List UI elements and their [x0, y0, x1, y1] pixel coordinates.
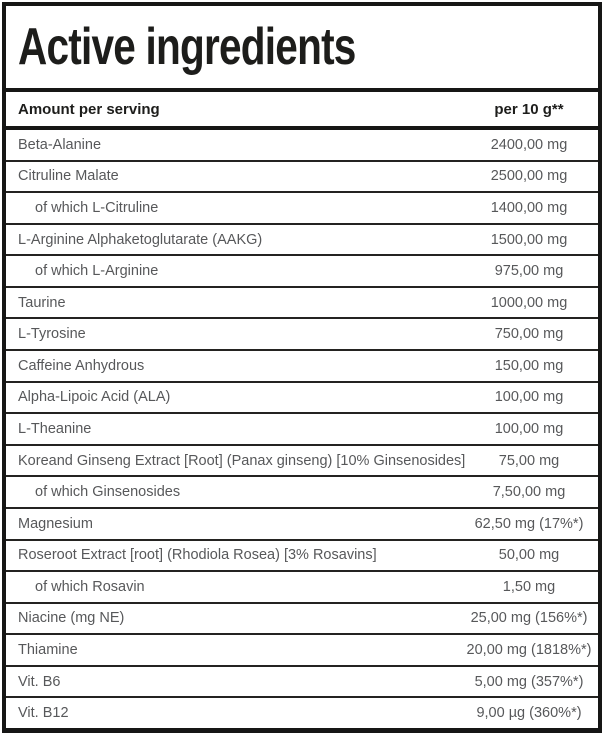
- page-title: Active ingredients: [18, 18, 356, 76]
- ingredient-amount: 1,50 mg: [502, 578, 556, 595]
- ingredient-name: Vit. B12: [18, 705, 69, 722]
- ingredient-name: L-Tyrosine: [18, 326, 86, 343]
- ingredient-name: Caffeine Anhydrous: [18, 357, 145, 374]
- ingredient-amount: 2400,00 mg: [490, 136, 568, 153]
- table-row: Caffeine Anhydrous 150,00 mg: [6, 351, 598, 383]
- ingredient-name: of which L-Arginine: [35, 263, 159, 280]
- ingredient-amount: 1500,00 mg: [490, 231, 568, 248]
- column-header-per-10g: per 10 g**: [494, 100, 564, 118]
- table-column-header-row: Amount per serving per 10 g**: [6, 92, 598, 130]
- ingredient-amount: 25,00 mg (156%*): [470, 610, 588, 627]
- ingredient-name: Thiamine: [18, 642, 78, 659]
- table-row: of which Ginsenosides 7,50,00 mg: [6, 477, 598, 509]
- ingredient-amount: 2500,00 mg: [490, 168, 568, 185]
- table-row: of which L-Citruline 1400,00 mg: [6, 193, 598, 225]
- table-row: Taurine 1000,00 mg: [6, 287, 598, 320]
- table-row: of which Rosavin 1,50 mg: [6, 572, 598, 604]
- ingredient-name: Alpha-Lipoic Acid (ALA): [18, 389, 171, 406]
- panel-header: Active ingredients: [6, 6, 598, 92]
- table-row: L-Tyrosine 750,00 mg: [6, 319, 598, 352]
- table-row: Citruline Malate 2500,00 mg: [6, 161, 598, 194]
- ingredient-name: of which Rosavin: [35, 578, 145, 595]
- column-header-amount-per-serving: Amount per serving: [18, 100, 160, 118]
- table-row: L-Arginine Alphaketoglutarate (AAKG) 150…: [6, 224, 598, 257]
- table-row: Vit. B6 5,00 mg (357%*): [6, 666, 598, 699]
- ingredient-name: L-Theanine: [18, 420, 92, 437]
- ingredient-name: Citruline Malate: [18, 168, 119, 185]
- table-row: Beta-Alanine 2400,00 mg: [6, 130, 598, 162]
- ingredient-amount: 1000,00 mg: [490, 294, 568, 311]
- ingredient-amount: 100,00 mg: [494, 389, 564, 406]
- ingredient-name: Koreand Ginseng Extract [Root] (Panax gi…: [18, 452, 466, 469]
- table-row: Niacine (mg NE) 25,00 mg (156%*): [6, 603, 598, 636]
- table-row: Roseroot Extract [root] (Rhodiola Rosea)…: [6, 540, 598, 573]
- ingredient-name: of which Ginsenosides: [35, 484, 181, 501]
- ingredient-name: Vit. B6: [18, 673, 61, 690]
- table-row: of which L-Arginine 975,00 mg: [6, 256, 598, 288]
- table-row: Koreand Ginseng Extract [Root] (Panax gi…: [6, 445, 598, 478]
- ingredient-name: of which L-Citruline: [35, 199, 159, 216]
- ingredients-table-body: Beta-Alanine 2400,00 mg Citruline Malate…: [6, 130, 598, 728]
- ingredient-amount: 975,00 mg: [494, 263, 564, 280]
- ingredient-name: Niacine (mg NE): [18, 610, 125, 627]
- ingredient-name: Magnesium: [18, 515, 93, 532]
- ingredient-amount: 75,00 mg: [498, 452, 560, 469]
- ingredient-amount: 50,00 mg: [498, 547, 560, 564]
- ingredient-name: Beta-Alanine: [18, 136, 102, 153]
- ingredient-amount: 100,00 mg: [494, 420, 564, 437]
- ingredient-amount: 9,00 µg (360%*): [476, 705, 582, 722]
- table-row: Thiamine 20,00 mg (1818%*): [6, 635, 598, 667]
- ingredient-amount: 750,00 mg: [494, 326, 564, 343]
- ingredient-amount: 7,50,00 mg: [492, 484, 566, 501]
- ingredient-amount: 150,00 mg: [494, 357, 564, 374]
- ingredient-amount: 1400,00 mg: [490, 199, 568, 216]
- ingredient-name: Taurine: [18, 294, 66, 311]
- ingredient-amount: 62,50 mg (17%*): [474, 515, 584, 532]
- table-row: L-Theanine 100,00 mg: [6, 414, 598, 446]
- ingredient-name: Roseroot Extract [root] (Rhodiola Rosea)…: [18, 547, 377, 564]
- ingredient-name: L-Arginine Alphaketoglutarate (AAKG): [18, 231, 263, 248]
- ingredient-amount: 20,00 mg (1818%*): [466, 642, 592, 659]
- ingredient-amount: 5,00 mg (357%*): [474, 673, 584, 690]
- table-row: Alpha-Lipoic Acid (ALA) 100,00 mg: [6, 382, 598, 415]
- table-row: Vit. B12 9,00 µg (360%*): [6, 698, 598, 728]
- table-row: Magnesium 62,50 mg (17%*): [6, 508, 598, 541]
